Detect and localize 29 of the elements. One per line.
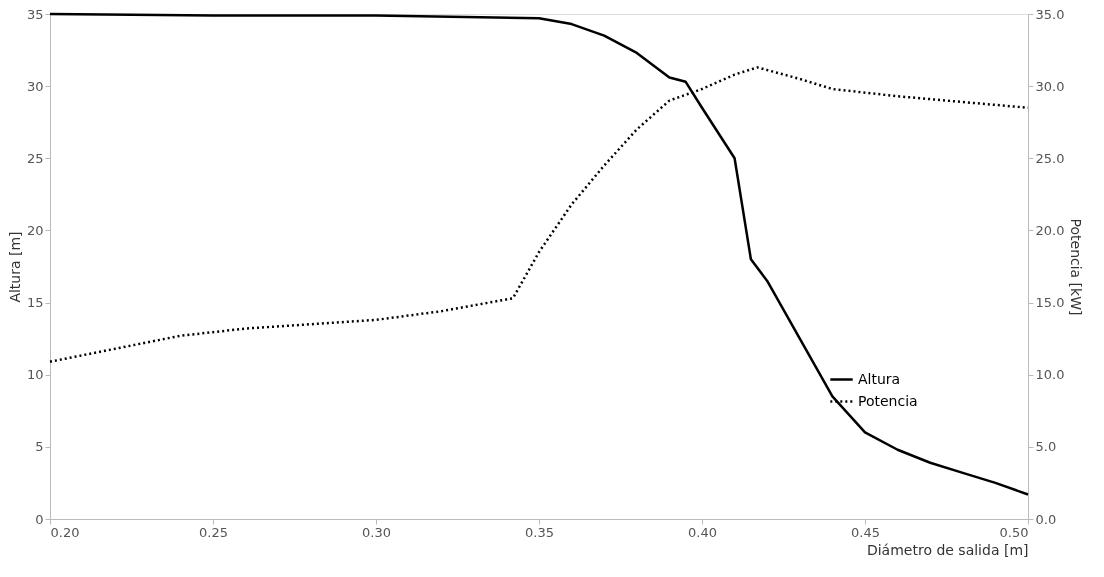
x-tick-label: 0.50 [999, 524, 1029, 540]
y-tick-label: 0 [35, 511, 44, 527]
y-tick-label: 10 [26, 367, 44, 383]
y-tick-label: 20 [26, 222, 44, 238]
y2-tick-label: 25.0 [1035, 150, 1065, 166]
x-tick-label: 0.40 [688, 524, 717, 540]
y2-tick-label: 30.0 [1035, 78, 1065, 94]
y-tick-label: 30 [26, 78, 44, 94]
y-tick-label: 5 [35, 439, 44, 455]
y-tick-label: 25 [26, 150, 44, 166]
x-tick-label: 0.45 [851, 524, 880, 540]
x-tick-label: 0.20 [50, 524, 80, 540]
y-axis-title: Altura [m] [6, 231, 23, 303]
y2-tick-label: 20.0 [1035, 222, 1065, 238]
y2-tick-label: 0.0 [1035, 511, 1057, 527]
legend-label: Potencia [858, 392, 918, 409]
x-tick-label: 0.25 [199, 524, 228, 540]
y-tick-label: 15 [26, 295, 44, 311]
legend-label: Altura [858, 370, 901, 387]
y2-axis-title: Potencia [kW] [1068, 218, 1085, 316]
y-tick-label: 35 [26, 6, 44, 22]
x-axis-title: Diámetro de salida [m] [866, 541, 1029, 558]
x-tick-label: 0.35 [525, 524, 554, 540]
line-series [48, 12, 1030, 496]
y2-tick-label: 35.0 [1035, 6, 1065, 22]
y2-tick-label: 5.0 [1035, 439, 1057, 455]
x-tick-label: 0.30 [362, 524, 391, 540]
y2-tick-label: 10.0 [1035, 367, 1065, 383]
y2-tick-label: 15.0 [1035, 295, 1065, 311]
